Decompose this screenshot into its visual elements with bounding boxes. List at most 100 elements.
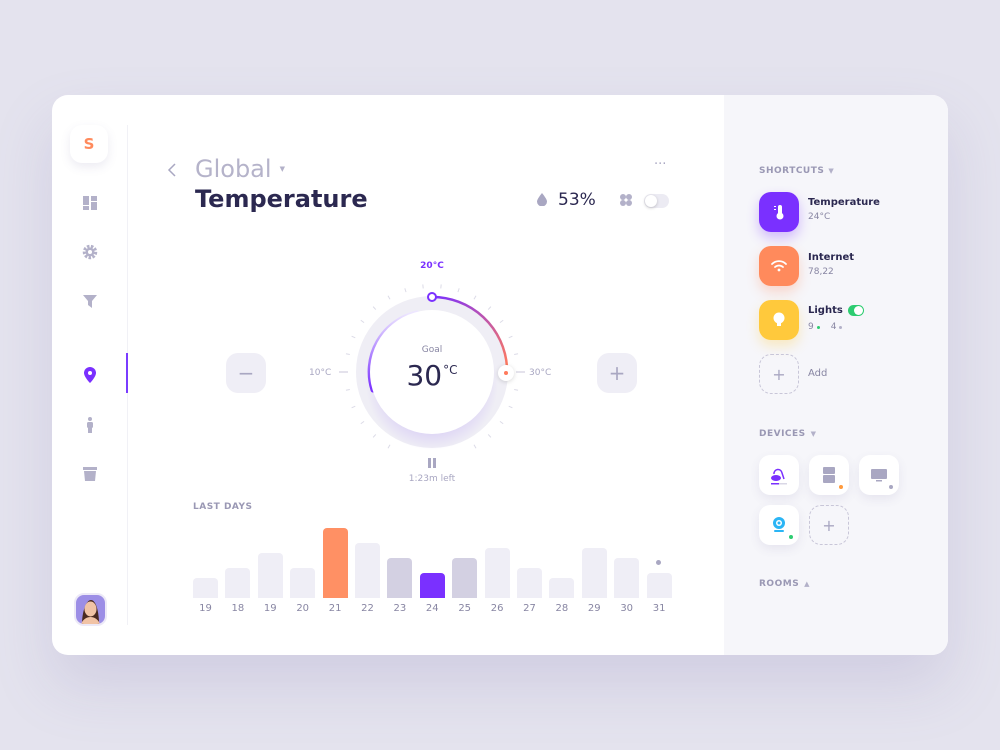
chart-bar-26[interactable] [484, 548, 510, 598]
shortcuts-header[interactable]: SHORTCUTS ▼ [759, 166, 834, 176]
chart-title: LAST DAYS [193, 502, 253, 512]
x-tick-label: 20 [296, 603, 310, 614]
chart-bar-29[interactable] [581, 548, 607, 598]
target-arc [431, 295, 509, 368]
person-icon[interactable] [80, 415, 100, 435]
dial-tick [508, 405, 513, 409]
today-marker [656, 560, 661, 565]
rooms-header[interactable]: ROOMS ▲ [759, 579, 810, 589]
chart-bar-25[interactable] [452, 558, 478, 598]
rooms-label[interactable]: ROOMS [759, 579, 800, 589]
dial-tick [360, 319, 365, 324]
wifi-icon [771, 260, 787, 272]
add-shortcut-button[interactable]: + [759, 354, 799, 394]
dial-tick [473, 444, 477, 449]
chart-bar-30[interactable] [614, 558, 640, 598]
thermostat-dial[interactable] [332, 272, 532, 492]
shortcuts-label[interactable]: SHORTCUTS [759, 166, 825, 176]
shortcut-lights[interactable] [759, 300, 799, 340]
chevron-down-icon[interactable]: ▼ [279, 165, 285, 173]
chart-bar-24[interactable] [419, 573, 445, 598]
goal-readout: 30 °C [392, 360, 472, 392]
chart-bar-28[interactable] [549, 578, 575, 598]
avatar[interactable] [74, 593, 107, 626]
more-button[interactable]: ··· [654, 157, 667, 172]
dial-tick [345, 353, 350, 356]
dial-tick [372, 306, 377, 310]
lights-off-count: 4 [830, 322, 837, 332]
app-logo[interactable]: S [70, 125, 108, 163]
lights-on-count: 9 [808, 322, 814, 332]
dial-tick [360, 420, 365, 425]
dial-tick [487, 306, 492, 310]
dashboard-card: S Global ▼ Temperature ··· 53% − + 20 [52, 95, 948, 655]
dial-tick [351, 335, 356, 339]
right-panel: SHORTCUTS ▼ Temperature 24°C Internet 78… [724, 95, 948, 655]
max-temp-label: 30°C [529, 368, 552, 378]
chart-bar-31[interactable] [646, 573, 672, 598]
breadcrumb-dropdown[interactable]: Global ▼ [195, 155, 285, 183]
device-fridge[interactable] [809, 455, 849, 495]
back-button[interactable] [167, 163, 177, 177]
dial-tick [499, 420, 504, 425]
shortcut-temperature[interactable] [759, 192, 799, 232]
breadcrumb[interactable]: Global [195, 155, 272, 183]
time-left: 1:23m left [408, 474, 456, 484]
filter-icon[interactable] [80, 291, 100, 311]
vacuum-icon [771, 468, 787, 485]
chart-bar-23[interactable] [387, 558, 413, 598]
x-tick-label: 27 [523, 603, 536, 614]
chart-bar-18[interactable] [225, 568, 251, 598]
chart-bar-22[interactable] [355, 543, 380, 598]
shortcut-name: Lights [808, 305, 843, 316]
devices-label[interactable]: DEVICES [759, 429, 806, 439]
bulb-icon [773, 312, 785, 326]
x-tick-label: 30 [620, 603, 634, 614]
chart-bar-21[interactable] [322, 528, 348, 598]
device-tv[interactable] [859, 455, 899, 495]
fan-toggle[interactable] [644, 194, 669, 208]
chart-bar-20[interactable] [290, 568, 316, 598]
location-pin-icon[interactable] [80, 365, 100, 385]
device-camera[interactable] [759, 505, 799, 545]
dial-tick [514, 388, 519, 391]
x-tick-label: 24 [425, 603, 439, 614]
lights-toggle[interactable] [847, 305, 864, 316]
chart-bar-27[interactable] [517, 568, 542, 598]
chevron-up-icon[interactable]: ▲ [804, 580, 810, 588]
shortcut-value: 24°C [808, 212, 831, 222]
chart-bar-19[interactable] [193, 578, 218, 598]
humidity-value: 53% [558, 190, 596, 210]
status-dot [889, 485, 893, 489]
current-handle[interactable] [427, 292, 437, 302]
gear-icon[interactable] [80, 242, 100, 262]
add-device-button[interactable]: + [809, 505, 849, 545]
status-dot [816, 325, 820, 329]
pause-icon[interactable] [428, 458, 436, 468]
dial-ticks [339, 284, 525, 449]
x-tick-label: 22 [361, 603, 374, 614]
dial-tick [404, 288, 407, 293]
chevron-down-icon[interactable]: ▼ [828, 167, 834, 175]
decrease-button[interactable]: − [226, 353, 266, 393]
humidity-drop-icon [537, 193, 547, 206]
trash-icon[interactable] [80, 464, 100, 484]
dial-tick [514, 353, 519, 356]
shortcut-internet[interactable] [759, 246, 799, 286]
active-indicator [126, 353, 128, 393]
chart-bar-19[interactable] [257, 553, 283, 598]
x-tick-label: 19 [199, 603, 212, 614]
lights-counts: 9 4 [808, 322, 843, 332]
shortcut-name: Internet [808, 252, 855, 263]
camera-icon [773, 517, 785, 532]
increase-button[interactable]: + [597, 353, 637, 393]
shortcut-value: 78,22 [808, 267, 834, 277]
dashboard-icon[interactable] [80, 193, 100, 213]
dial-tick [499, 319, 504, 324]
devices-header[interactable]: DEVICES ▼ [759, 429, 816, 439]
chevron-down-icon[interactable]: ▼ [810, 430, 817, 438]
tv-icon [871, 469, 887, 482]
fan-icon [620, 194, 632, 206]
x-tick-label: 28 [555, 603, 569, 614]
device-vacuum[interactable] [759, 455, 799, 495]
